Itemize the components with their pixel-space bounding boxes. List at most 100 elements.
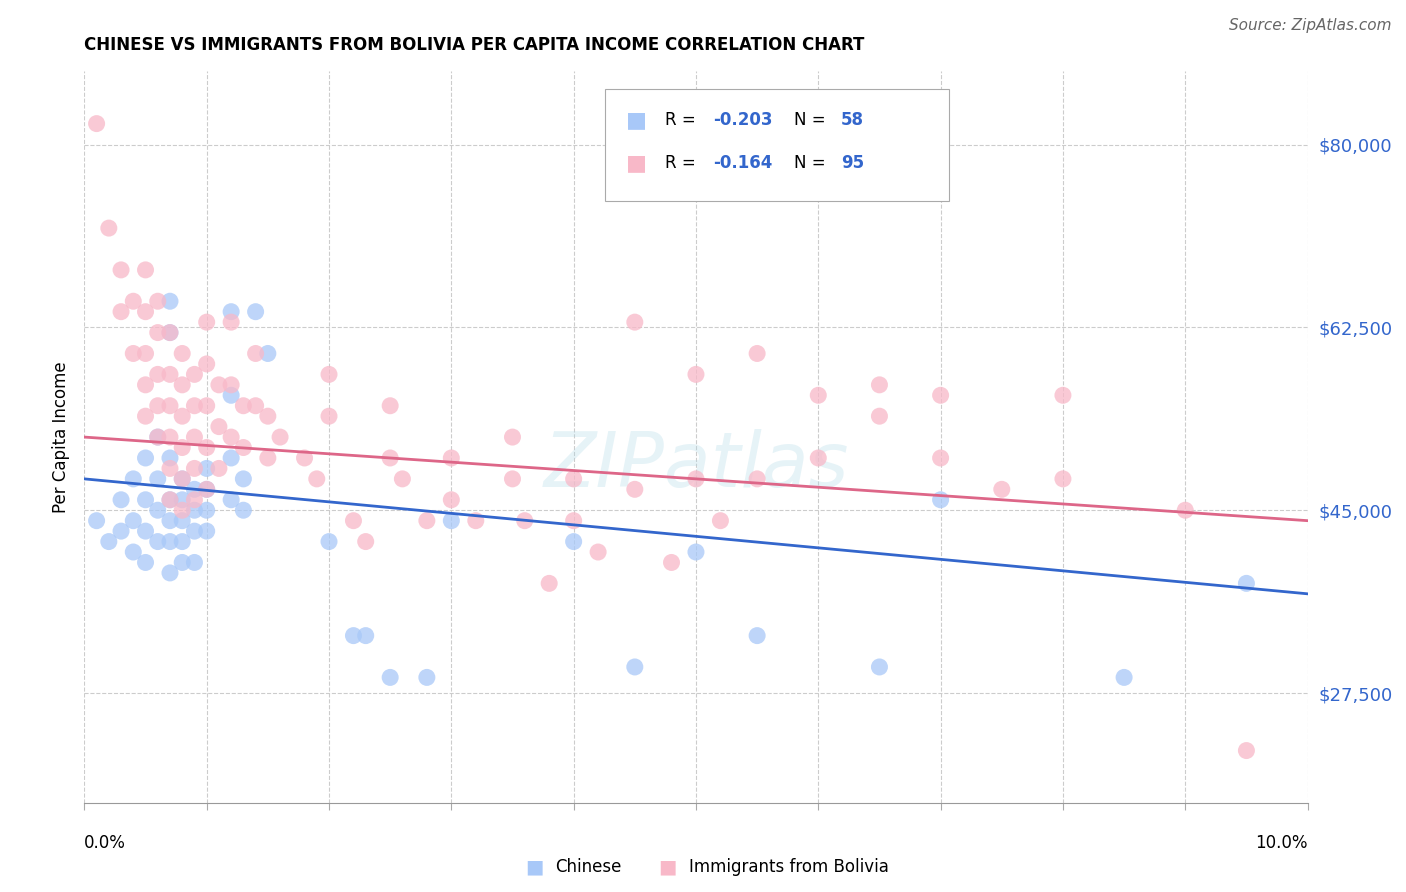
Point — [159, 326, 181, 340]
Text: CHINESE VS IMMIGRANTS FROM BOLIVIA PER CAPITA INCOME CORRELATION CHART: CHINESE VS IMMIGRANTS FROM BOLIVIA PER C… — [84, 36, 865, 54]
Point — [318, 534, 340, 549]
Point — [159, 534, 181, 549]
Text: 10.0%: 10.0% — [1256, 834, 1308, 852]
Point — [1052, 388, 1074, 402]
Point — [380, 399, 402, 413]
Text: R =: R = — [665, 112, 702, 129]
Point — [122, 346, 145, 360]
Point — [245, 346, 267, 360]
Point — [172, 346, 194, 360]
Point — [183, 461, 205, 475]
Text: ■: ■ — [524, 857, 544, 877]
Point — [354, 629, 377, 643]
Point — [195, 483, 218, 497]
Point — [159, 368, 181, 382]
Point — [159, 514, 181, 528]
Point — [172, 503, 194, 517]
Point — [342, 629, 364, 643]
Point — [159, 294, 181, 309]
Point — [1114, 670, 1136, 684]
Point — [807, 388, 830, 402]
Text: ■: ■ — [627, 153, 647, 173]
Point — [146, 534, 169, 549]
Point — [747, 346, 769, 360]
Text: N =: N = — [794, 112, 831, 129]
Point — [440, 450, 463, 465]
Point — [183, 556, 205, 570]
Point — [685, 545, 707, 559]
Point — [538, 576, 561, 591]
Point — [562, 472, 585, 486]
Point — [172, 472, 194, 486]
Point — [159, 566, 181, 580]
Point — [135, 263, 157, 277]
Point — [342, 514, 364, 528]
Point — [1234, 743, 1257, 757]
Point — [807, 450, 830, 465]
Point — [245, 304, 267, 318]
Point — [195, 357, 218, 371]
Point — [172, 514, 194, 528]
Point — [195, 524, 218, 538]
Point — [380, 450, 402, 465]
Point — [172, 409, 194, 424]
Point — [172, 556, 194, 570]
Text: 0.0%: 0.0% — [84, 834, 127, 852]
Point — [869, 409, 891, 424]
Point — [195, 503, 218, 517]
Point — [172, 534, 194, 549]
Point — [661, 556, 683, 570]
Point — [219, 377, 242, 392]
Point — [685, 368, 707, 382]
Point — [354, 534, 377, 549]
Text: ■: ■ — [627, 111, 647, 130]
Point — [391, 472, 413, 486]
Point — [195, 399, 218, 413]
Point — [146, 430, 169, 444]
Point — [122, 514, 145, 528]
Point — [195, 461, 218, 475]
Point — [318, 368, 340, 382]
Point — [135, 492, 157, 507]
Point — [110, 524, 132, 538]
Text: ZIPatlas: ZIPatlas — [543, 429, 849, 503]
Point — [869, 660, 891, 674]
Point — [232, 503, 254, 517]
Point — [146, 368, 169, 382]
Point — [464, 514, 486, 528]
Point — [869, 377, 891, 392]
Point — [219, 304, 242, 318]
Point — [219, 388, 242, 402]
Text: -0.203: -0.203 — [713, 112, 772, 129]
Point — [502, 472, 524, 486]
Point — [195, 315, 218, 329]
Point — [159, 450, 181, 465]
Point — [624, 660, 647, 674]
Point — [122, 545, 145, 559]
Point — [135, 524, 157, 538]
Point — [440, 514, 463, 528]
Point — [146, 503, 169, 517]
Point — [183, 503, 205, 517]
Point — [159, 461, 181, 475]
Point — [159, 326, 181, 340]
Point — [86, 117, 108, 131]
Text: 58: 58 — [841, 112, 863, 129]
Text: -0.164: -0.164 — [713, 154, 772, 172]
Y-axis label: Per Capita Income: Per Capita Income — [52, 361, 70, 513]
Point — [183, 430, 205, 444]
Point — [110, 263, 132, 277]
Point — [232, 399, 254, 413]
Point — [172, 441, 194, 455]
Point — [416, 670, 439, 684]
Point — [97, 221, 120, 235]
Point — [440, 492, 463, 507]
Text: Source: ZipAtlas.com: Source: ZipAtlas.com — [1229, 18, 1392, 33]
Point — [208, 461, 231, 475]
Text: 95: 95 — [841, 154, 863, 172]
Point — [159, 492, 181, 507]
Point — [257, 346, 280, 360]
Point — [208, 377, 231, 392]
Point — [146, 430, 169, 444]
Point — [257, 450, 280, 465]
